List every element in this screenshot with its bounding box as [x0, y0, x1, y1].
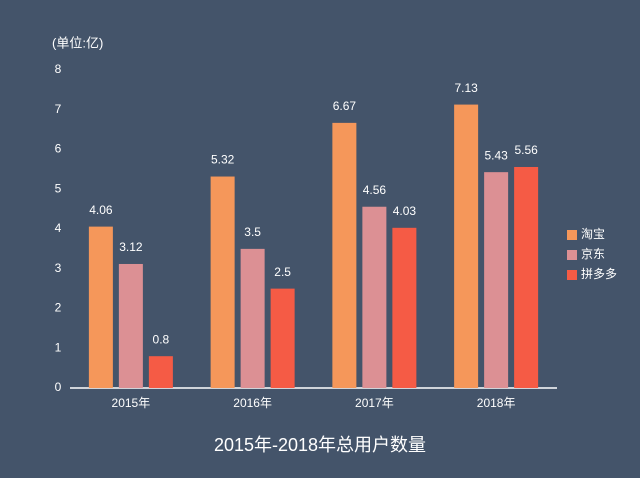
bar	[118, 263, 143, 388]
legend-label: 京东	[581, 247, 605, 261]
value-label: 4.03	[393, 204, 417, 218]
y-tick-label: 5	[55, 181, 62, 195]
legend-swatch	[567, 270, 577, 280]
y-tick-label: 8	[55, 62, 62, 76]
y-tick-label: 0	[55, 380, 62, 394]
chart-title: 2015年-2018年总用户数量	[214, 435, 426, 455]
y-tick-label: 1	[55, 340, 62, 354]
value-label: 4.56	[363, 183, 387, 197]
value-label: 0.8	[153, 332, 170, 346]
y-tick-label: 4	[55, 221, 62, 235]
value-label: 7.13	[454, 81, 478, 95]
legend-swatch	[567, 230, 577, 240]
bar	[454, 104, 479, 389]
y-axis-label: (单位:亿)	[52, 35, 103, 50]
bar	[362, 206, 387, 388]
legend-swatch	[567, 250, 577, 260]
bar	[332, 122, 357, 389]
bar	[88, 226, 113, 388]
legend-label: 拼多多	[581, 267, 617, 281]
x-tick-label: 2017年	[355, 396, 394, 410]
value-label: 5.43	[484, 148, 508, 162]
bar	[392, 227, 417, 388]
y-tick-label: 6	[55, 142, 62, 156]
bar	[270, 288, 295, 388]
y-tick-label: 2	[55, 301, 62, 315]
bar	[514, 166, 539, 388]
bar	[240, 248, 265, 388]
bar	[210, 176, 235, 388]
value-label: 4.06	[89, 203, 113, 217]
y-tick-label: 7	[55, 102, 62, 116]
value-label: 5.56	[514, 143, 538, 157]
value-label: 3.5	[244, 225, 261, 239]
x-tick-label: 2018年	[477, 396, 516, 410]
x-tick-label: 2015年	[112, 396, 151, 410]
y-tick-label: 3	[55, 261, 62, 275]
legend-label: 淘宝	[581, 227, 605, 241]
value-label: 6.67	[333, 99, 357, 113]
value-label: 3.12	[119, 240, 143, 254]
value-label: 2.5	[274, 265, 291, 279]
x-tick-label: 2016年	[233, 396, 272, 410]
value-label: 5.32	[211, 153, 235, 167]
bar	[484, 172, 509, 388]
bar	[148, 356, 173, 388]
